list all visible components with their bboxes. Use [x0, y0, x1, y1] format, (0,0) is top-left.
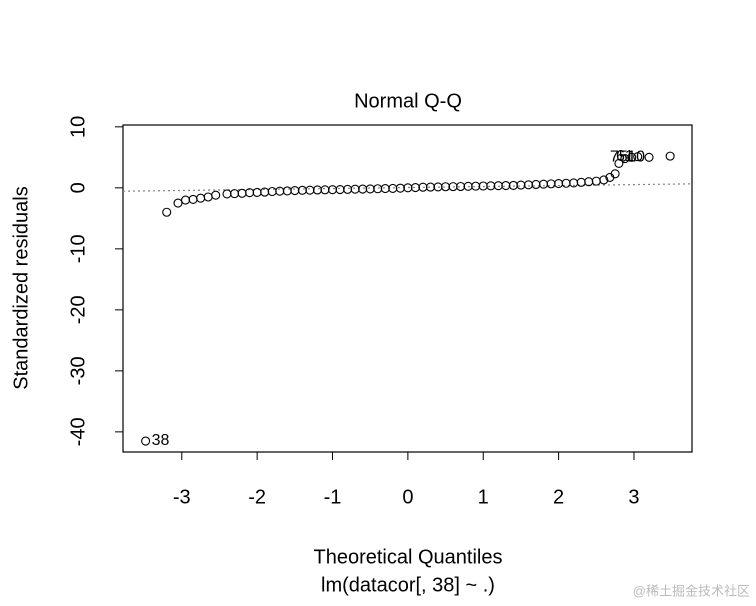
- point: [196, 193, 206, 203]
- point: [320, 185, 330, 195]
- x-tick-label: -2: [248, 486, 266, 508]
- point: [297, 185, 307, 195]
- point: [388, 183, 398, 193]
- x-tick-label: 1: [478, 486, 489, 508]
- point: [267, 186, 277, 197]
- point: [531, 179, 541, 190]
- point: [229, 189, 240, 199]
- point: [162, 207, 172, 217]
- point: [620, 154, 630, 164]
- point: [275, 186, 285, 196]
- point: [599, 175, 609, 185]
- point: [237, 188, 247, 198]
- point: [327, 185, 338, 195]
- point: [350, 184, 360, 194]
- point: [633, 152, 643, 162]
- point: [627, 152, 637, 162]
- x-axis-label: Theoretical Quantiles: [314, 546, 503, 568]
- x-tick-label: 2: [553, 486, 564, 508]
- point: [403, 183, 413, 193]
- y-tick-label: -40: [67, 417, 89, 446]
- x-tick-label: -1: [324, 486, 342, 508]
- point: [358, 184, 368, 194]
- point: [290, 186, 300, 196]
- point: [365, 184, 375, 194]
- point: [418, 182, 428, 192]
- point: [610, 169, 620, 179]
- point: [173, 198, 183, 208]
- x-tick-label: -3: [173, 486, 191, 508]
- point: [282, 186, 292, 196]
- x-tick-label: 0: [402, 486, 413, 508]
- point: [538, 179, 549, 189]
- subtitle: lm(datacor[, 38] ~ .): [321, 574, 495, 596]
- qq-line: [123, 183, 692, 192]
- y-axis-label: Standardized residuals: [10, 186, 32, 389]
- point: [203, 192, 213, 202]
- point: [508, 180, 518, 190]
- point: [546, 179, 556, 189]
- point: [252, 187, 262, 197]
- point: [665, 151, 675, 161]
- point: [614, 158, 624, 168]
- point: [222, 189, 232, 199]
- point: [141, 436, 151, 446]
- y-tick-label: -30: [67, 356, 89, 385]
- y-tick-label: 0: [67, 182, 89, 193]
- y-tick-label: 10: [67, 116, 89, 138]
- point: [576, 177, 586, 187]
- point: [554, 179, 564, 189]
- point: [211, 190, 221, 200]
- point: [181, 195, 191, 205]
- point: [343, 184, 353, 194]
- point: [305, 185, 315, 195]
- point: [584, 177, 594, 187]
- point: [561, 178, 571, 188]
- point-label: 61: [616, 148, 634, 165]
- point: [591, 176, 601, 186]
- point: [312, 185, 322, 195]
- point: [493, 181, 503, 191]
- y-tick-label: -10: [67, 234, 89, 263]
- point: [188, 194, 198, 204]
- point-label: 75: [610, 149, 628, 166]
- point: [644, 152, 654, 162]
- point-label: 38: [152, 432, 170, 449]
- chart-title: Normal Q-Q: [354, 90, 462, 112]
- point: [516, 180, 526, 190]
- point: [501, 180, 511, 191]
- point: [373, 184, 383, 194]
- y-tick-label: -20: [67, 295, 89, 324]
- x-tick-label: 3: [628, 486, 639, 508]
- point: [523, 180, 534, 190]
- point: [380, 184, 390, 194]
- plot-box: [122, 124, 693, 453]
- watermark: @稀土掘金技术社区: [633, 583, 750, 598]
- point: [335, 184, 345, 195]
- point-label: 10: [627, 149, 645, 166]
